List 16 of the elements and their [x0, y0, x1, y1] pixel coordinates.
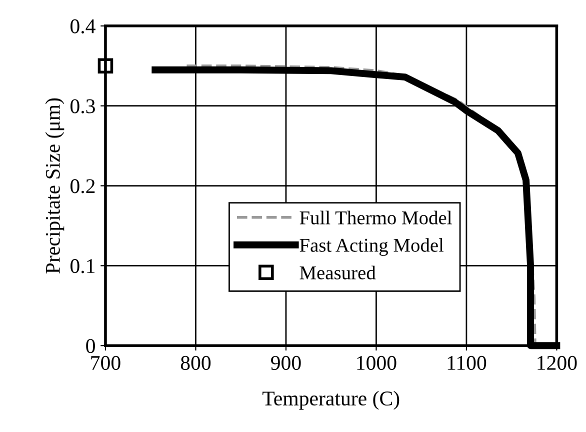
legend-label: Measured [300, 266, 376, 280]
legend-label: Full Thermo Model [300, 210, 452, 224]
x-tick-label: 900 [271, 356, 301, 370]
y-tick-label: 0.2 [70, 179, 95, 194]
x-axis-title: Temperature (C) [262, 390, 400, 410]
y-tick-label: 0.3 [70, 99, 95, 114]
legend-label: Fast Acting Model [300, 238, 444, 256]
y-tick-label: 0.1 [70, 259, 95, 274]
x-tick-label: 700 [91, 356, 120, 370]
y-tick-label: 0 [86, 338, 95, 354]
x-tick-label: 1100 [448, 356, 486, 370]
x-tick-label: 1000 [357, 356, 396, 370]
x-tick-label: 1200 [538, 356, 577, 370]
y-axis-title: Precipitate Size (μm) [45, 98, 64, 274]
x-tick-label: 800 [180, 356, 211, 370]
y-tick-label: 0.4 [70, 19, 96, 34]
